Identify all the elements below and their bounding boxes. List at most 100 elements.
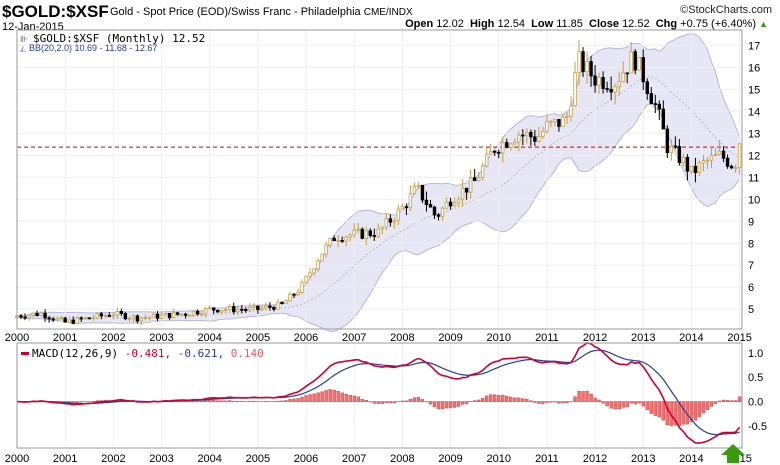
candle-body — [51, 318, 55, 321]
macd-histogram-bar — [549, 401, 553, 403]
year-tick-label: 2010 — [486, 453, 510, 465]
candle-body — [39, 312, 43, 317]
candle-body — [404, 206, 409, 209]
macd-histogram-bar — [380, 401, 385, 404]
price-tick-label: 13 — [748, 128, 760, 140]
macd-histogram-bar — [665, 401, 670, 426]
bb-legend-icon: ◭ — [20, 44, 27, 53]
candle-body — [669, 145, 674, 153]
candle-body — [601, 77, 605, 89]
candle-body — [23, 316, 27, 319]
macd-histogram-bar — [681, 401, 686, 425]
year-tick-label: 2011 — [535, 332, 559, 344]
candle-body — [171, 312, 176, 319]
macd-panel-frame — [16, 342, 743, 449]
year-tick-label: 2004 — [197, 332, 221, 344]
candle-body — [224, 309, 228, 312]
candle-body — [545, 121, 549, 132]
macd-histogram-bar — [641, 401, 645, 407]
candle-body — [131, 315, 136, 319]
macd-histogram-bar — [456, 401, 461, 407]
candle-body — [352, 229, 356, 236]
candle-body — [416, 184, 421, 188]
candle-body — [43, 312, 47, 319]
candle-body — [685, 156, 690, 172]
macd-histogram-bar — [220, 400, 224, 402]
macd-histogram-bar — [296, 398, 300, 402]
candle-body — [464, 187, 469, 193]
macd-histogram-bar — [561, 401, 565, 404]
macd-histogram-bar — [332, 389, 336, 402]
candle-body — [163, 312, 168, 316]
macd-histogram-bar — [364, 400, 368, 402]
macd-histogram-bar — [224, 400, 228, 402]
macd-legend: MACD(12,26,9) -0.481, -0.621, 0.140 — [32, 347, 264, 360]
price-tick-label: 16 — [748, 62, 760, 74]
candle-body — [332, 237, 336, 242]
candle-body — [376, 228, 380, 237]
candle-body — [71, 319, 75, 324]
macd-histogram-bar — [497, 395, 501, 402]
price-tick-label: 5 — [748, 304, 754, 316]
candle-body — [444, 201, 449, 209]
macd-histogram-bar — [436, 401, 441, 410]
macd-histogram-bar — [697, 401, 702, 417]
symbol-description: Gold - Spot Price (EOD)/Swiss Franc - Ph… — [110, 6, 413, 18]
candle-body — [689, 165, 694, 172]
candle-body — [436, 214, 441, 217]
macd-histogram-bar — [557, 401, 561, 404]
candle-body — [87, 317, 91, 320]
candle-body — [693, 165, 698, 174]
candle-body — [432, 206, 437, 216]
year-tick-label: 2007 — [342, 453, 366, 465]
candle-body — [521, 134, 525, 137]
year-tick-label: 2012 — [583, 332, 607, 344]
candle-body — [55, 318, 59, 321]
macd-histogram-bar — [203, 400, 208, 402]
candle-body — [497, 151, 501, 154]
macd-histogram-bar — [280, 400, 284, 402]
green-up-arrow-icon — [721, 444, 745, 463]
macd-histogram-bar — [705, 401, 710, 411]
macd-histogram-bar — [597, 399, 601, 402]
candle-body — [191, 310, 196, 316]
open-label: Open — [405, 18, 434, 30]
candle-body — [460, 187, 465, 200]
candle-body — [195, 310, 200, 315]
candle-body — [565, 115, 569, 118]
macd-histogram-bar — [320, 391, 324, 402]
macd-legend-value: -0.481, — [125, 347, 171, 360]
candle-body — [59, 317, 63, 320]
candle-body — [111, 314, 116, 317]
candle-body — [220, 310, 224, 313]
candle-body — [408, 193, 413, 208]
macd-histogram-bar — [493, 394, 497, 402]
year-tick-label: 2015 — [727, 332, 751, 344]
price-tick-label: 9 — [748, 216, 754, 228]
year-tick-label: 2005 — [246, 332, 270, 344]
candle-body — [360, 228, 364, 239]
macd-histogram-bar — [408, 399, 413, 402]
candle-body — [139, 317, 144, 322]
candle-body — [597, 77, 601, 86]
macd-histogram-bar — [384, 401, 389, 403]
candle-body — [79, 317, 83, 320]
macd-histogram-bar — [460, 401, 465, 405]
candle-body — [388, 218, 393, 223]
macd-histogram-bar — [404, 400, 409, 402]
candle-body — [252, 305, 256, 308]
macd-line — [16, 342, 741, 444]
macd-histogram-bar — [304, 395, 308, 402]
candle-body — [336, 239, 340, 242]
candle-body — [296, 291, 300, 296]
low-value: 11.85 — [556, 18, 583, 30]
candle-body — [448, 201, 453, 207]
candle-body — [199, 313, 204, 316]
macd-histogram-bar — [356, 396, 360, 402]
macd-histogram-bar — [372, 401, 376, 404]
stockcharts-credit[interactable]: ©StockCharts.com — [680, 4, 772, 16]
macd-histogram-bar — [545, 401, 549, 403]
macd-histogram-bar — [444, 401, 449, 409]
candle-body — [729, 165, 734, 169]
macd-histogram-bar — [392, 401, 397, 404]
